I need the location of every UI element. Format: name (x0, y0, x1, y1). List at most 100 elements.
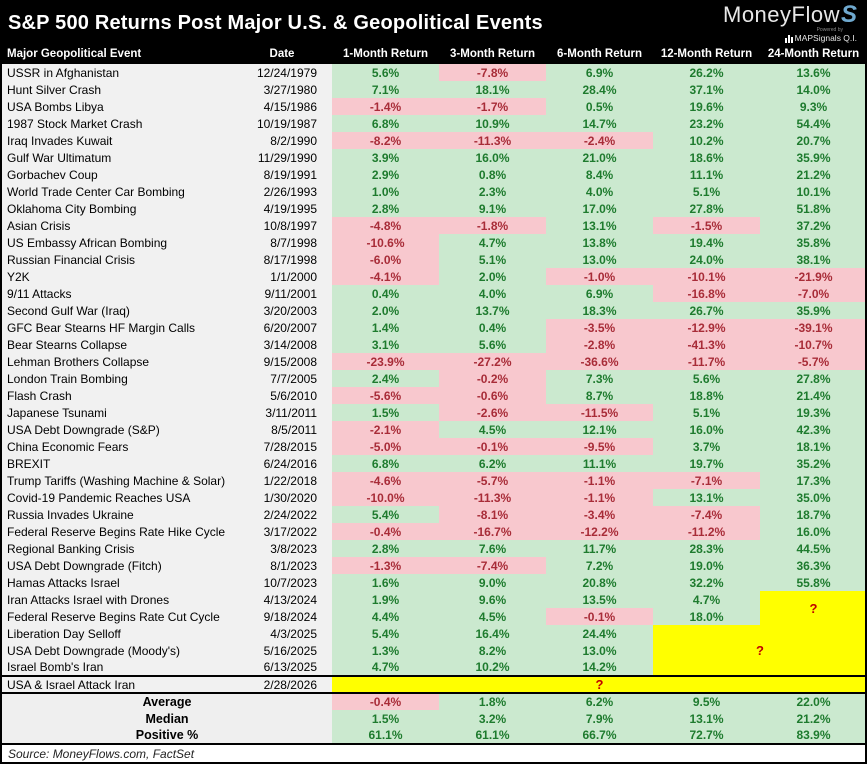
logo-brand-text: MoneyFlow (723, 2, 840, 28)
date-cell: 9/18/2024 (232, 608, 332, 625)
summary-value: 72.7% (653, 727, 760, 745)
return-cell: 37.2% (760, 217, 865, 234)
date-cell: 3/8/2023 (232, 540, 332, 557)
date-cell: 11/29/1990 (232, 149, 332, 166)
event-cell: USA Debt Downgrade (Moody's) (2, 642, 232, 659)
summary-value: 61.1% (332, 727, 439, 745)
table-row: Israel Bomb's Iran 6/13/2025 4.7% 10.2% 14.2… (2, 659, 865, 676)
return-cell: 9.1% (439, 200, 546, 217)
return-cell: 0.4% (332, 285, 439, 302)
return-cell: -12.9% (653, 319, 760, 336)
return-cell: 7.6% (439, 540, 546, 557)
table-row: 1987 Stock Market Crash 10/19/1987 6.8% 10.… (2, 115, 865, 132)
return-cell: 11.1% (653, 166, 760, 183)
summary-value: 6.2% (546, 693, 653, 710)
return-cell: 14.0% (760, 81, 865, 98)
date-cell: 8/7/1998 (232, 234, 332, 251)
table-row: USA Debt Downgrade (S&P) 8/5/2011 -2.1% 4.5… (2, 421, 865, 438)
date-cell: 12/24/1979 (232, 64, 332, 81)
return-cell: 7.3% (546, 370, 653, 387)
summary-value: 9.5% (653, 693, 760, 710)
table-row: Bear Stearns Collapse 3/14/2008 3.1% 5.6% -2… (2, 336, 865, 353)
return-cell: 17.3% (760, 472, 865, 489)
return-cell: -0.1% (439, 438, 546, 455)
return-cell: 7.2% (546, 557, 653, 574)
table-row: USA Bombs Libya 4/15/1986 -1.4% -1.7% 0.5% 19… (2, 98, 865, 115)
event-cell: USA Debt Downgrade (Fitch) (2, 557, 232, 574)
return-cell: 44.5% (760, 540, 865, 557)
return-cell: 9.0% (439, 574, 546, 591)
return-cell: 5.6% (653, 370, 760, 387)
return-cell: -7.1% (653, 472, 760, 489)
table-row: Iran Attacks Israel with Drones 4/13/2024… (2, 591, 865, 625)
return-cell: -5.6% (332, 387, 439, 404)
event-cell: World Trade Center Car Bombing (2, 183, 232, 200)
return-cell: 13.7% (439, 302, 546, 319)
summary-value: -0.4% (332, 693, 439, 710)
date-cell: 10/8/1997 (232, 217, 332, 234)
return-cell: 18.8% (653, 387, 760, 404)
table-row: USA Debt Downgrade (Moody's) 5/16/2025 1.3… (2, 642, 865, 659)
return-cell: -8.2% (332, 132, 439, 149)
table-row: Second Gulf War (Iraq) 3/20/2003 2.0% 13.7%… (2, 302, 865, 319)
return-cell: -7.4% (439, 557, 546, 574)
date-cell: 4/13/2024 (232, 591, 332, 608)
return-cell: 0.8% (439, 166, 546, 183)
return-cell: -23.9% (332, 353, 439, 370)
table-row: Oklahoma City Bombing 4/19/1995 2.8% 9.1% 17… (2, 200, 865, 217)
column-header: Date (232, 44, 332, 64)
mapsignals-icon (784, 34, 793, 43)
summary-value: 22.0% (760, 693, 865, 710)
table-row: USSR in Afghanistan 12/24/1979 5.6% -7.8% 6.… (2, 64, 865, 81)
event-cell: Flash Crash (2, 387, 232, 404)
title-bar: S&P 500 Returns Post Major U.S. & Geopol… (2, 2, 865, 44)
return-cell: -11.2% (653, 523, 760, 540)
date-cell: 3/11/2011 (232, 404, 332, 421)
table-row: Gulf War Ultimatum 11/29/1990 3.9% 16.0% 21.… (2, 149, 865, 166)
return-cell: 28.3% (653, 540, 760, 557)
mapsignals-label: MAPSignals Q.I. (794, 33, 857, 44)
event-cell: USSR in Afghanistan (2, 64, 232, 81)
return-cell: -21.9% (760, 268, 865, 285)
event-cell: Gorbachev Coup (2, 166, 232, 183)
date-cell: 6/20/2007 (232, 319, 332, 336)
return-cell: 18.1% (439, 81, 546, 98)
date-cell: 3/14/2008 (232, 336, 332, 353)
event-cell: Iraq Invades Kuwait (2, 132, 232, 149)
return-cell: 14.7% (546, 115, 653, 132)
summary-value: 66.7% (546, 727, 653, 745)
return-cell: -7.8% (439, 64, 546, 81)
return-cell: 3.1% (332, 336, 439, 353)
date-cell: 6/13/2025 (232, 659, 332, 676)
return-cell: 16.4% (439, 625, 546, 642)
return-cell: -8.1% (439, 506, 546, 523)
table-row: Japanese Tsunami 3/11/2011 1.5% -2.6% -11.5%… (2, 404, 865, 421)
event-cell: 9/11 Attacks (2, 285, 232, 302)
summary-row: Median 1.5% 3.2% 7.9% 13.1% 21.2% (2, 710, 865, 727)
return-cell: 24.0% (653, 251, 760, 268)
return-cell: 2.0% (439, 268, 546, 285)
return-cell: 42.3% (760, 421, 865, 438)
table-row: Iraq Invades Kuwait 8/2/1990 -8.2% -11.3% -2… (2, 132, 865, 149)
return-cell: 11.1% (546, 455, 653, 472)
return-cell: -3.5% (546, 319, 653, 336)
date-cell: 8/2/1990 (232, 132, 332, 149)
return-cell: 55.8% (760, 574, 865, 591)
return-cell: 2.4% (332, 370, 439, 387)
return-cell: -1.4% (332, 98, 439, 115)
return-cell: 16.0% (760, 523, 865, 540)
source-note: Source: MoneyFlows.com, FactSet (2, 745, 865, 762)
return-cell: 18.0% (653, 608, 760, 625)
return-cell: 4.4% (332, 608, 439, 625)
date-cell: 2/26/1993 (232, 183, 332, 200)
pending-return-cell: ? (653, 625, 865, 676)
return-cell: 1.0% (332, 183, 439, 200)
date-cell: 4/15/1986 (232, 98, 332, 115)
return-cell: 20.8% (546, 574, 653, 591)
return-cell: 1.3% (332, 642, 439, 659)
column-header: 24-Month Return (760, 44, 865, 64)
return-cell: 14.2% (546, 659, 653, 676)
return-cell: 36.3% (760, 557, 865, 574)
return-cell: 20.7% (760, 132, 865, 149)
